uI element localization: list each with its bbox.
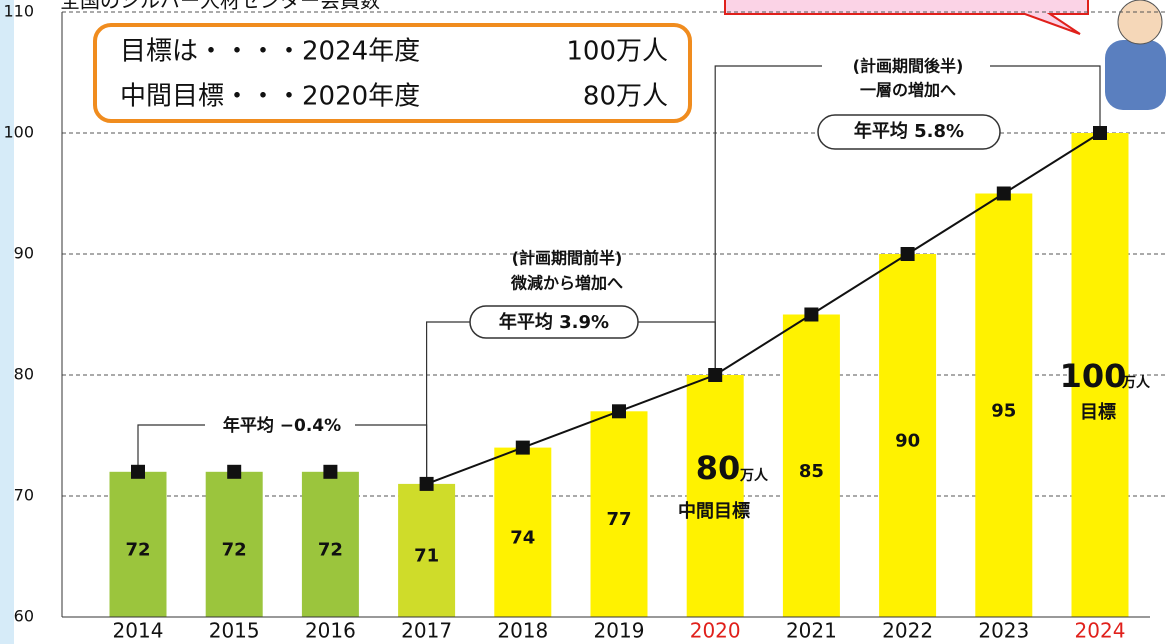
x-tick-label: 2023 <box>978 619 1029 643</box>
y-tick-label: 100 <box>3 123 34 142</box>
x-tick-label: 2015 <box>209 619 260 643</box>
bar <box>687 375 744 617</box>
marker <box>804 308 818 322</box>
x-tick-label: 2016 <box>305 619 356 643</box>
value-label: 85 <box>799 461 824 482</box>
unit-label: 万人 <box>1121 374 1151 391</box>
note-label: 中間目標 <box>678 500 750 522</box>
y-tick-label: 60 <box>14 607 34 626</box>
goal-value: 100万人 <box>566 37 668 67</box>
value-label: 90 <box>895 431 920 452</box>
value-label: 77 <box>606 509 631 530</box>
marker <box>997 187 1011 201</box>
side-strip <box>0 0 14 644</box>
marker <box>227 465 241 479</box>
note-label: 目標 <box>1080 401 1116 423</box>
rate-label: 年平均 5.8% <box>854 120 964 142</box>
x-tick-label: 2024 <box>1075 619 1126 643</box>
marker <box>901 247 915 261</box>
value-label: 71 <box>414 545 439 566</box>
x-tick-label: 2014 <box>113 619 164 643</box>
period-sub: 一層の増加へ <box>860 81 956 100</box>
goal-value: 80万人 <box>583 82 668 112</box>
value-label: 95 <box>991 400 1016 421</box>
period-sub: 微減から増加へ <box>510 274 623 293</box>
marker <box>516 441 530 455</box>
y-tick-label: 80 <box>14 365 34 384</box>
y-tick-label: 90 <box>14 244 34 263</box>
chart-title: 全国のシルバー人材センター会員数 <box>60 0 380 13</box>
rate-label: 年平均 −0.4% <box>223 415 341 436</box>
y-tick-label: 70 <box>14 486 34 505</box>
value-label: 80 <box>696 449 741 487</box>
x-tick-label: 2019 <box>594 619 645 643</box>
marker <box>708 368 722 382</box>
value-label: 74 <box>510 527 535 548</box>
period-heading: (計画期間後半) <box>853 57 964 76</box>
goal-label: 中間目標・・・2020年度 <box>120 82 420 112</box>
chart: 全国のシルバー人材センター会員数 目標は・・・・2024年度 100万人 中間目… <box>0 0 1166 644</box>
period-heading: (計画期間前半) <box>512 249 623 268</box>
marker <box>323 465 337 479</box>
unit-label: 万人 <box>739 467 769 484</box>
marker <box>131 465 145 479</box>
value-label: 72 <box>222 539 247 560</box>
x-tick-label: 2022 <box>882 619 933 643</box>
x-tick-label: 2021 <box>786 619 837 643</box>
goal-label: 目標は・・・・2024年度 <box>120 37 420 67</box>
x-tick-label: 2020 <box>690 619 741 643</box>
marker <box>420 477 434 491</box>
rate-label: 年平均 3.9% <box>499 311 609 333</box>
marker <box>612 404 626 418</box>
x-tick-label: 2018 <box>497 619 548 643</box>
marker <box>1093 126 1107 140</box>
value-label: 100 <box>1060 357 1127 395</box>
value-label: 72 <box>125 539 150 560</box>
x-tick-label: 2017 <box>401 619 452 643</box>
y-tick-label: 110 <box>3 2 34 21</box>
value-label: 72 <box>318 539 343 560</box>
